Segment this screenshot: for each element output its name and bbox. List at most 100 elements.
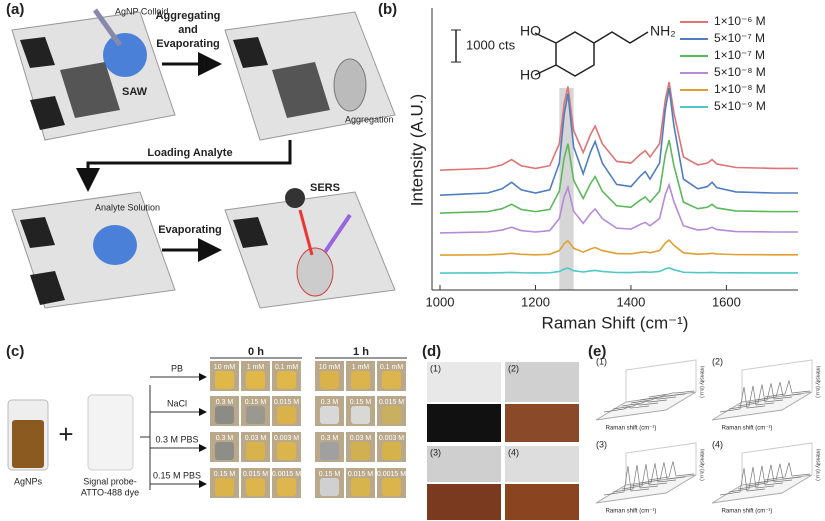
tube	[215, 371, 234, 389]
molecule-text: HO	[520, 67, 541, 83]
chip-text: Aggregation	[345, 114, 394, 124]
conc-label: 0.3 M	[216, 435, 234, 442]
legend-label: 5×10⁻⁷ M	[714, 31, 765, 45]
legend-label: 1×10⁻⁶ M	[714, 14, 766, 28]
conc-label: 0.03 M	[350, 435, 372, 442]
row-label: PB	[171, 363, 183, 373]
plot-trace	[621, 399, 668, 407]
tube	[351, 406, 370, 424]
plot-trace	[737, 465, 784, 490]
tube-label: Signal probe-	[83, 476, 137, 486]
conc-label: 0.003 M	[274, 435, 299, 442]
molecule-text: HO	[520, 23, 541, 39]
x-axis-label: Raman Shift (cm⁻¹)	[542, 313, 689, 332]
plot-trace	[639, 393, 686, 401]
molecule	[534, 31, 649, 77]
tube	[246, 478, 265, 496]
plot-trace	[719, 386, 766, 413]
chip-4	[224, 188, 396, 309]
plot-trace	[648, 461, 695, 481]
plot-trace	[728, 385, 775, 410]
tube	[215, 442, 234, 460]
plot-trace	[612, 465, 659, 493]
tube	[382, 371, 401, 389]
plot-trace	[746, 464, 793, 487]
conc-label: 0.1 mM	[380, 364, 404, 371]
tube	[277, 406, 296, 424]
plot-trace	[746, 383, 793, 404]
tube	[320, 406, 339, 424]
plot-y-label: Intensity (a.u.)	[815, 366, 821, 398]
chip-text: SAW	[122, 86, 148, 98]
plot-trace	[728, 466, 775, 493]
time-label: 1 h	[353, 346, 369, 358]
plot-y-label: Intensity (a.u.)	[699, 449, 705, 481]
plot-trace	[719, 467, 766, 496]
row-label: 0.15 M PBS	[153, 470, 201, 480]
conc-label: 0.015 M	[379, 399, 404, 406]
panel-label: (a)	[6, 1, 24, 18]
conc-label: 0.03 M	[245, 435, 267, 442]
plot-wall	[625, 359, 697, 402]
x-tick-label: 1600	[712, 294, 741, 309]
spectrum	[439, 182, 798, 234]
spectrum	[439, 81, 798, 171]
conc-label: 0.15 M	[350, 399, 372, 406]
conc-label: 10 mM	[319, 364, 341, 371]
tube	[320, 478, 339, 496]
conc-label: 1 mM	[352, 364, 370, 371]
row-label: NaCl	[167, 398, 187, 408]
tube-label: AgNPs	[14, 476, 43, 486]
plot-wall	[741, 442, 813, 485]
tube	[277, 442, 296, 460]
spectrum	[439, 139, 798, 214]
y-axis-label: Intensity (A.U.)	[407, 94, 426, 206]
conc-label: 1 mM	[247, 364, 265, 371]
image-label: (3)	[430, 447, 441, 457]
chip-text: Analyte Solution	[95, 202, 160, 212]
panel-e: (e) (1) Raman shift (cm⁻¹) Intensity (a.u.…	[588, 343, 821, 515]
panel-d: (d) (1) (2) (3) (4)	[422, 343, 579, 520]
tube	[215, 406, 234, 424]
plot-trace	[755, 463, 802, 484]
spectrum	[439, 87, 798, 196]
tube	[320, 442, 339, 460]
conc-label: 0.0015 M	[377, 471, 406, 478]
tube	[246, 442, 265, 460]
tube	[382, 478, 401, 496]
image-label: (2)	[508, 363, 519, 373]
conc-label: 0.0015 M	[272, 471, 301, 478]
molecule-text: NH₂	[650, 23, 676, 39]
tube	[246, 406, 265, 424]
spectrum	[439, 267, 798, 274]
step-text: Evaporating	[158, 224, 222, 236]
plot-trace	[639, 462, 686, 484]
conc-label: 0.3 M	[216, 399, 234, 406]
spectrum	[439, 238, 798, 256]
conc-label: 0.003 M	[379, 435, 404, 442]
plot-label: (4)	[712, 439, 723, 449]
conc-label: 0.015 M	[274, 399, 299, 406]
plot-trace	[648, 390, 695, 398]
tube	[277, 371, 296, 389]
row-label: 0.3 M PBS	[155, 434, 198, 444]
panel-b: (b) Intensity (A.U.) Raman Shift (cm⁻¹) …	[378, 1, 798, 332]
conc-label: 0.1 mM	[275, 364, 299, 371]
tube	[215, 478, 234, 496]
plot-trace	[603, 465, 650, 496]
chip-text: AgNP Colloid	[115, 6, 168, 16]
tube	[277, 478, 296, 496]
conc-label: 0.3 M	[321, 399, 339, 406]
step-text: Aggregating	[156, 10, 221, 22]
image-label: (4)	[508, 447, 519, 457]
legend-label: 5×10⁻⁸ M	[714, 65, 766, 79]
plot-label: (2)	[712, 356, 723, 366]
plot-wall	[625, 442, 697, 485]
plot-wall	[741, 359, 813, 402]
plot-x-label: Raman shift (cm⁻¹)	[722, 426, 773, 432]
plot-x-label: Raman shift (cm⁻¹)	[606, 509, 657, 515]
plot-x-label: Raman shift (cm⁻¹)	[722, 509, 773, 515]
tube	[351, 371, 370, 389]
chip-1	[11, 8, 176, 141]
